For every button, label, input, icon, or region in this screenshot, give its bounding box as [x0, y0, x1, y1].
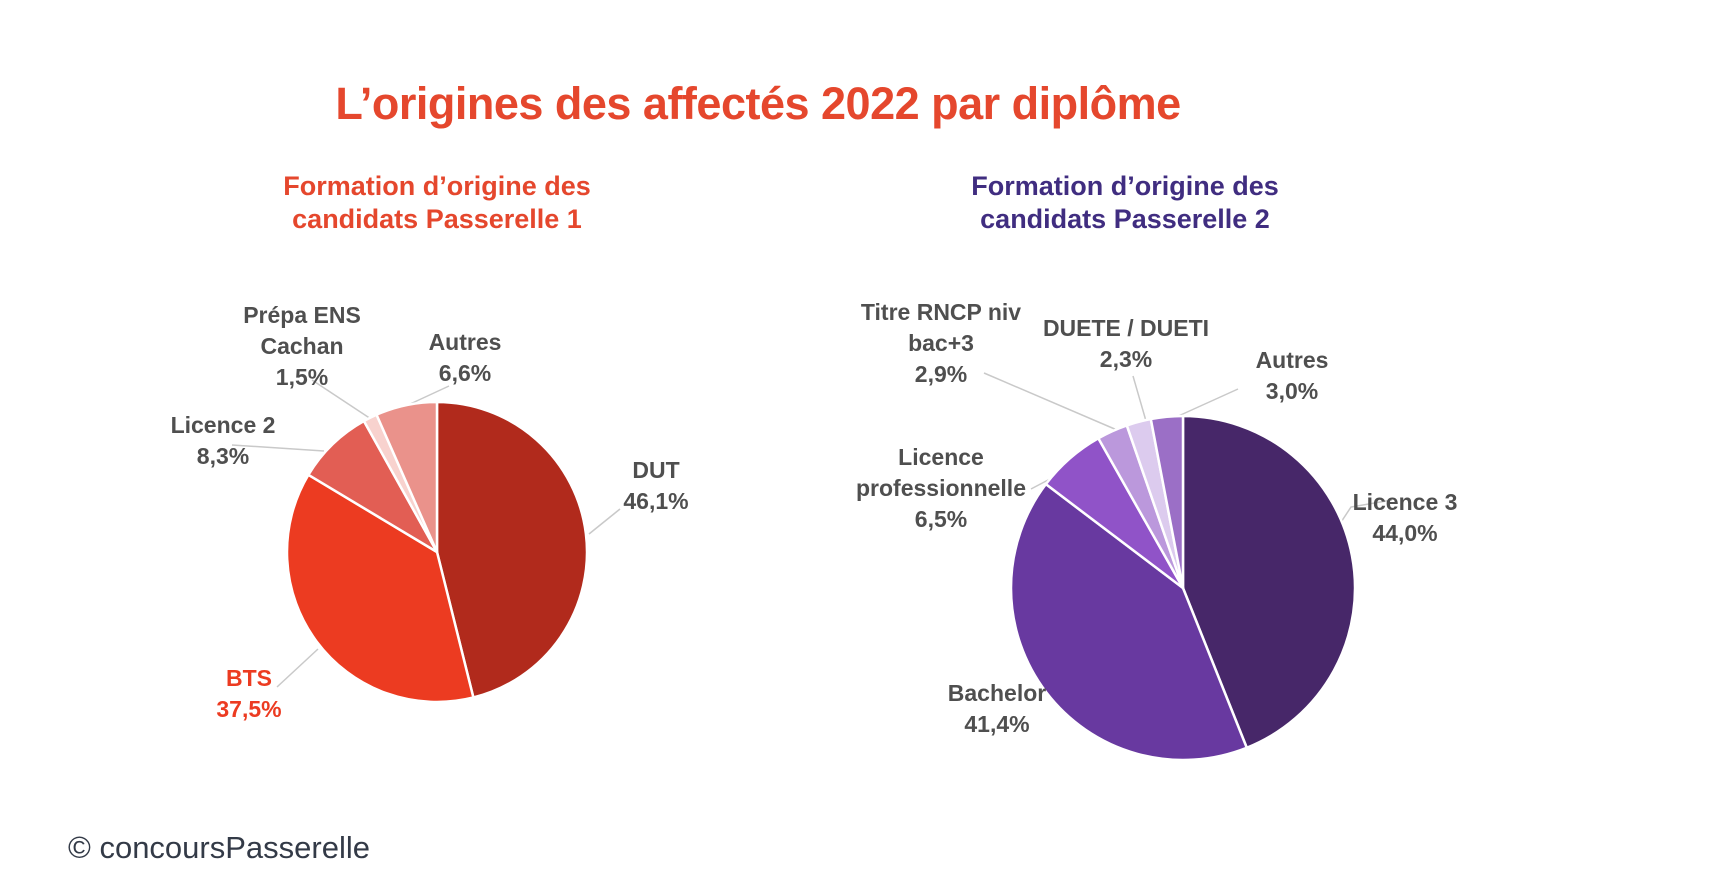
pie-label-dut: DUT 46,1%: [623, 455, 688, 517]
pie-label-autres-right: Autres 3,0%: [1256, 345, 1329, 407]
pie-label-titre-rncp: Titre RNCP niv bac+3 2,9%: [859, 297, 1024, 390]
pie-label-licence-3: Licence 3 44,0%: [1353, 487, 1458, 549]
pie-label-licence-professionnelle-pct: 6,5%: [914, 506, 968, 532]
pie-slice-bts: [285, 473, 475, 704]
pie-slice-dut: [435, 400, 589, 699]
pie-slice-licence-3: [1181, 414, 1357, 749]
pie-label-duete-dueti-name: DUETE / DUETI: [1042, 315, 1210, 341]
pie-label-prepa-ens-cachan-name: Prépa ENS Cachan: [243, 302, 361, 359]
pie-label-duete-dueti: DUETE / DUETI 2,3%: [991, 313, 1261, 375]
leader-dut: [588, 508, 621, 535]
pie-label-licence-2-name: Licence 2: [170, 412, 276, 438]
chart-title-passerelle-2: Formation d’origine des candidats Passer…: [971, 171, 1279, 234]
pie-label-bts-name: BTS: [226, 665, 272, 691]
pie-label-licence-professionnelle-name: Licence professionnelle: [856, 444, 1026, 501]
pie-label-bts: BTS 37,5%: [216, 663, 281, 725]
copyright-text: © concoursPasserelle: [68, 830, 370, 865]
pie-label-bachelor-name: Bachelor: [947, 680, 1047, 706]
pie-label-prepa-ens-cachan: Prépa ENS Cachan 1,5%: [217, 300, 387, 393]
pie-label-autres-right-name: Autres: [1255, 347, 1329, 373]
pie-label-titre-rncp-pct: 2,9%: [914, 361, 968, 387]
pie-label-autres-left: Autres 6,6%: [429, 327, 502, 389]
leader-titre-rncp: [983, 372, 1118, 431]
page-title: L’origines des affectés 2022 par diplôme: [335, 78, 1181, 130]
pie-label-autres-left-name: Autres: [428, 329, 502, 355]
pie-passerelle-1: [285, 400, 589, 704]
leader-duete-dueti: [1132, 375, 1147, 422]
leader-autres-right: [1173, 388, 1239, 419]
pie-label-licence-3-pct: 44,0%: [1372, 520, 1438, 546]
pie-label-autres-left-pct: 6,6%: [438, 360, 492, 386]
pie-label-prepa-ens-cachan-pct: 1,5%: [275, 364, 329, 390]
pie-label-licence-2: Licence 2 8,3%: [171, 410, 276, 472]
pie-label-bachelor-pct: 41,4%: [964, 711, 1030, 737]
pie-label-autres-right-pct: 3,0%: [1265, 378, 1319, 404]
pie-label-licence-3-name: Licence 3: [1352, 489, 1458, 515]
pie-label-titre-rncp-name: Titre RNCP niv bac+3: [860, 299, 1022, 356]
pie-label-bachelor: Bachelor 41,4%: [948, 678, 1046, 740]
pie-label-duete-dueti-pct: 2,3%: [1099, 346, 1153, 372]
leader-prepa-ens-cachan: [311, 379, 372, 420]
pie-slice-bachelor: [1009, 482, 1249, 762]
pie-label-licence-2-pct: 8,3%: [196, 443, 250, 469]
leader-bts: [276, 648, 319, 688]
pie-label-bts-pct: 37,5%: [216, 696, 282, 722]
pie-slice-autres: [375, 400, 439, 554]
pie-passerelle-2: [1009, 414, 1357, 762]
pie-label-dut-name: DUT: [632, 457, 680, 483]
pie-label-licence-professionnelle: Licence professionnelle 6,5%: [826, 442, 1056, 535]
pie-label-dut-pct: 46,1%: [623, 488, 689, 514]
chart-title-passerelle-1: Formation d’origine des candidats Passer…: [283, 171, 591, 234]
pie-slice-autres: [1149, 414, 1185, 590]
leader-licence-2: [231, 444, 325, 452]
leader-autres-left: [407, 385, 450, 406]
